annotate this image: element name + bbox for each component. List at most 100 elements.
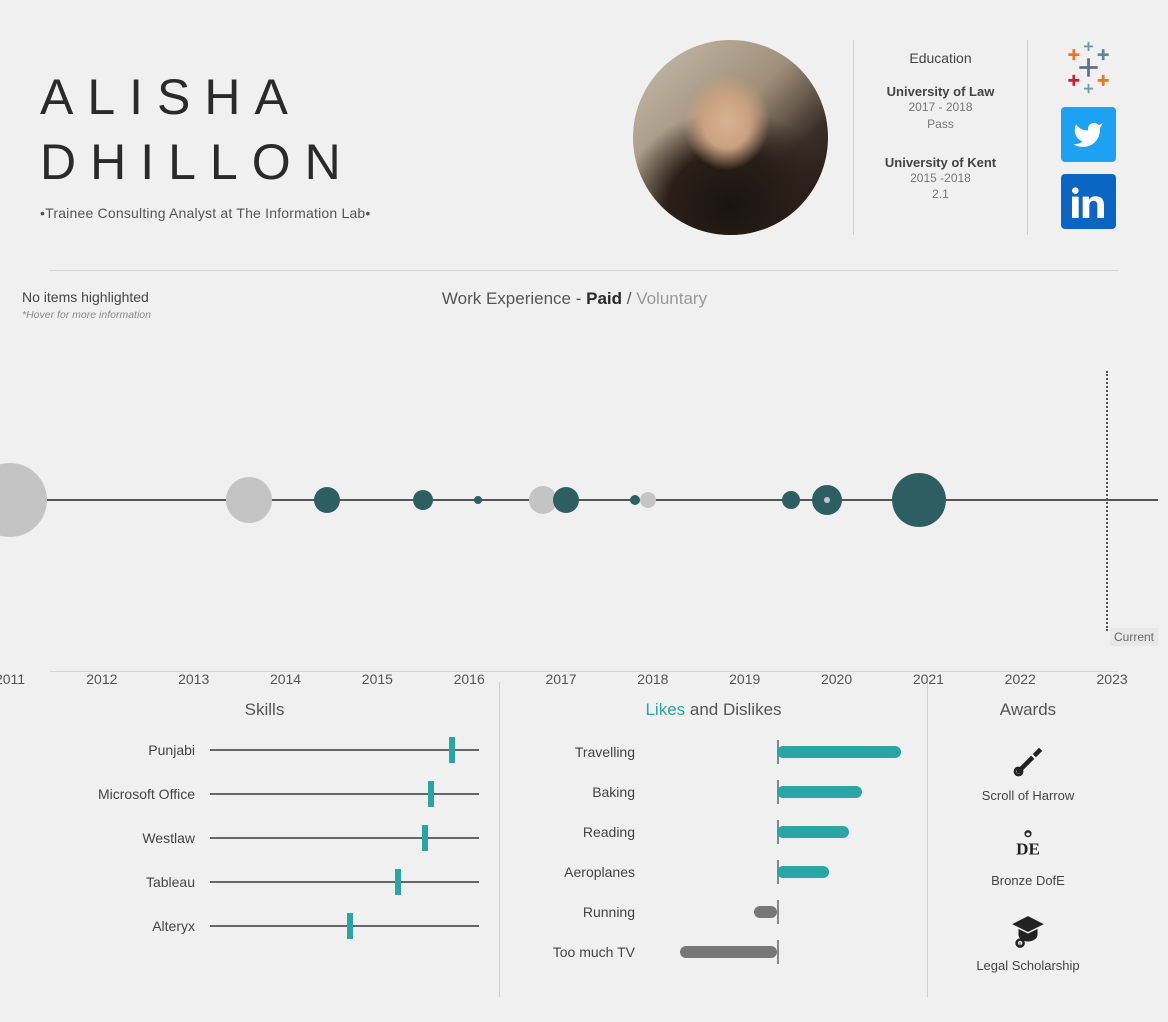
linkedin-icon[interactable] [1061,174,1116,229]
likes-word: Likes [645,700,685,719]
likes-bar[interactable] [680,946,778,958]
likes-rest: and Dislikes [685,700,781,719]
likes-row: Travelling [520,742,907,762]
skill-row: Punjabi [50,742,479,758]
timeline-bubble[interactable] [553,487,579,513]
skill-marker[interactable] [347,913,353,939]
timeline-bubble[interactable] [640,492,656,508]
skill-marker[interactable] [422,825,428,851]
likes-bar[interactable] [777,866,829,878]
header: ALISHA DHILLON •Trainee Consulting Analy… [0,0,1168,255]
skill-label: Microsoft Office [50,786,195,802]
likes-bar[interactable] [754,906,777,918]
title-paid: Paid [586,289,622,308]
skill-track[interactable] [210,837,479,839]
timeline-bubble[interactable] [824,497,830,503]
likes-row: Reading [520,822,907,842]
skill-track[interactable] [210,793,479,795]
year-tick: 2023 [1097,671,1128,687]
year-tick: 2020 [821,671,852,687]
scroll-icon [1008,742,1048,782]
divider [50,671,1118,672]
tableau-icon[interactable] [1061,40,1116,95]
likes-bar-area [647,865,907,879]
education-panel: Education University of Law 2017 - 2018 … [853,40,1028,235]
svg-text:$: $ [1019,942,1022,948]
likes-axis [777,940,779,964]
timeline-title: Work Experience - Paid / Voluntary [31,289,1118,321]
likes-section: Likes and Dislikes Travelling Baking Readi… [500,682,928,997]
skill-label: Westlaw [50,830,195,846]
timeline-bubble[interactable] [782,491,800,509]
likes-bar[interactable] [777,826,849,838]
likes-bar[interactable] [777,786,862,798]
edu-result: Pass [869,116,1012,133]
resume-page: ALISHA DHILLON •Trainee Consulting Analy… [0,0,1168,1022]
skills-title: Skills [50,700,479,720]
skill-row: Westlaw [50,830,479,846]
year-tick: 2014 [270,671,301,687]
likes-axis [777,900,779,924]
year-tick: 2012 [86,671,117,687]
first-name: ALISHA [40,65,608,130]
likes-label: Baking [520,784,635,800]
title-prefix: Work Experience - [442,289,586,308]
award-item: $ Legal Scholarship [938,912,1118,973]
award-item: Scroll of Harrow [938,742,1118,803]
timeline-bubble[interactable] [892,473,946,527]
award-label: Bronze DofE [938,873,1118,888]
likes-row: Baking [520,782,907,802]
awards-section: Awards Scroll of Harrow DE Bronze DofE $ Leg… [928,682,1118,997]
skill-marker[interactable] [428,781,434,807]
twitter-icon[interactable] [1061,107,1116,162]
skill-track[interactable] [210,925,479,927]
timeline-bubble[interactable] [0,463,47,537]
likes-label: Reading [520,824,635,840]
skill-track[interactable] [210,749,479,751]
education-item: University of Law 2017 - 2018 Pass [869,84,1012,133]
award-item: DE Bronze DofE [938,827,1118,888]
timeline-axis [10,499,1158,501]
timeline-bubble[interactable] [474,496,482,504]
likes-bar-area [647,785,907,799]
likes-bar-area [647,905,907,919]
awards-title: Awards [938,700,1118,720]
year-tick: 2022 [1005,671,1036,687]
year-tick: 2015 [362,671,393,687]
timeline-bubble[interactable] [413,490,433,510]
timeline-header: No items highlighted *Hover for more inf… [0,271,1168,321]
skill-label: Tableau [50,874,195,890]
edu-school: University of Kent [869,155,1012,170]
name-block: ALISHA DHILLON •Trainee Consulting Analy… [40,40,608,221]
skill-row: Microsoft Office [50,786,479,802]
timeline-bubble[interactable] [226,477,272,523]
social-links [1053,40,1123,229]
likes-bar-area [647,745,907,759]
skill-marker[interactable] [449,737,455,763]
dofe-icon: DE [1008,827,1048,867]
skill-track[interactable] [210,881,479,883]
skill-label: Punjabi [50,742,195,758]
year-tick: 2016 [454,671,485,687]
likes-row: Too much TV [520,942,907,962]
award-label: Legal Scholarship [938,958,1118,973]
timeline-bubble[interactable] [630,495,640,505]
current-line [1106,371,1108,631]
year-tick: 2011 [0,671,25,687]
skill-marker[interactable] [395,869,401,895]
skill-row: Alteryx [50,918,479,934]
scholar-icon: $ [1008,912,1048,952]
last-name: DHILLON [40,130,608,195]
likes-bar-area [647,945,907,959]
likes-bar[interactable] [777,746,901,758]
education-title: Education [869,50,1012,66]
timeline-chart[interactable]: Current 20112012201320142015201620172018… [10,371,1158,671]
timeline-bubble[interactable] [314,487,340,513]
education-item: University of Kent 2015 -2018 2.1 [869,155,1012,204]
year-tick: 2018 [637,671,668,687]
year-tick: 2013 [178,671,209,687]
skills-section: Skills Punjabi Microsoft Office Westlaw Tab… [50,682,500,997]
award-label: Scroll of Harrow [938,788,1118,803]
bottom-grid: Skills Punjabi Microsoft Office Westlaw Tab… [0,682,1168,1022]
likes-row: Aeroplanes [520,862,907,882]
